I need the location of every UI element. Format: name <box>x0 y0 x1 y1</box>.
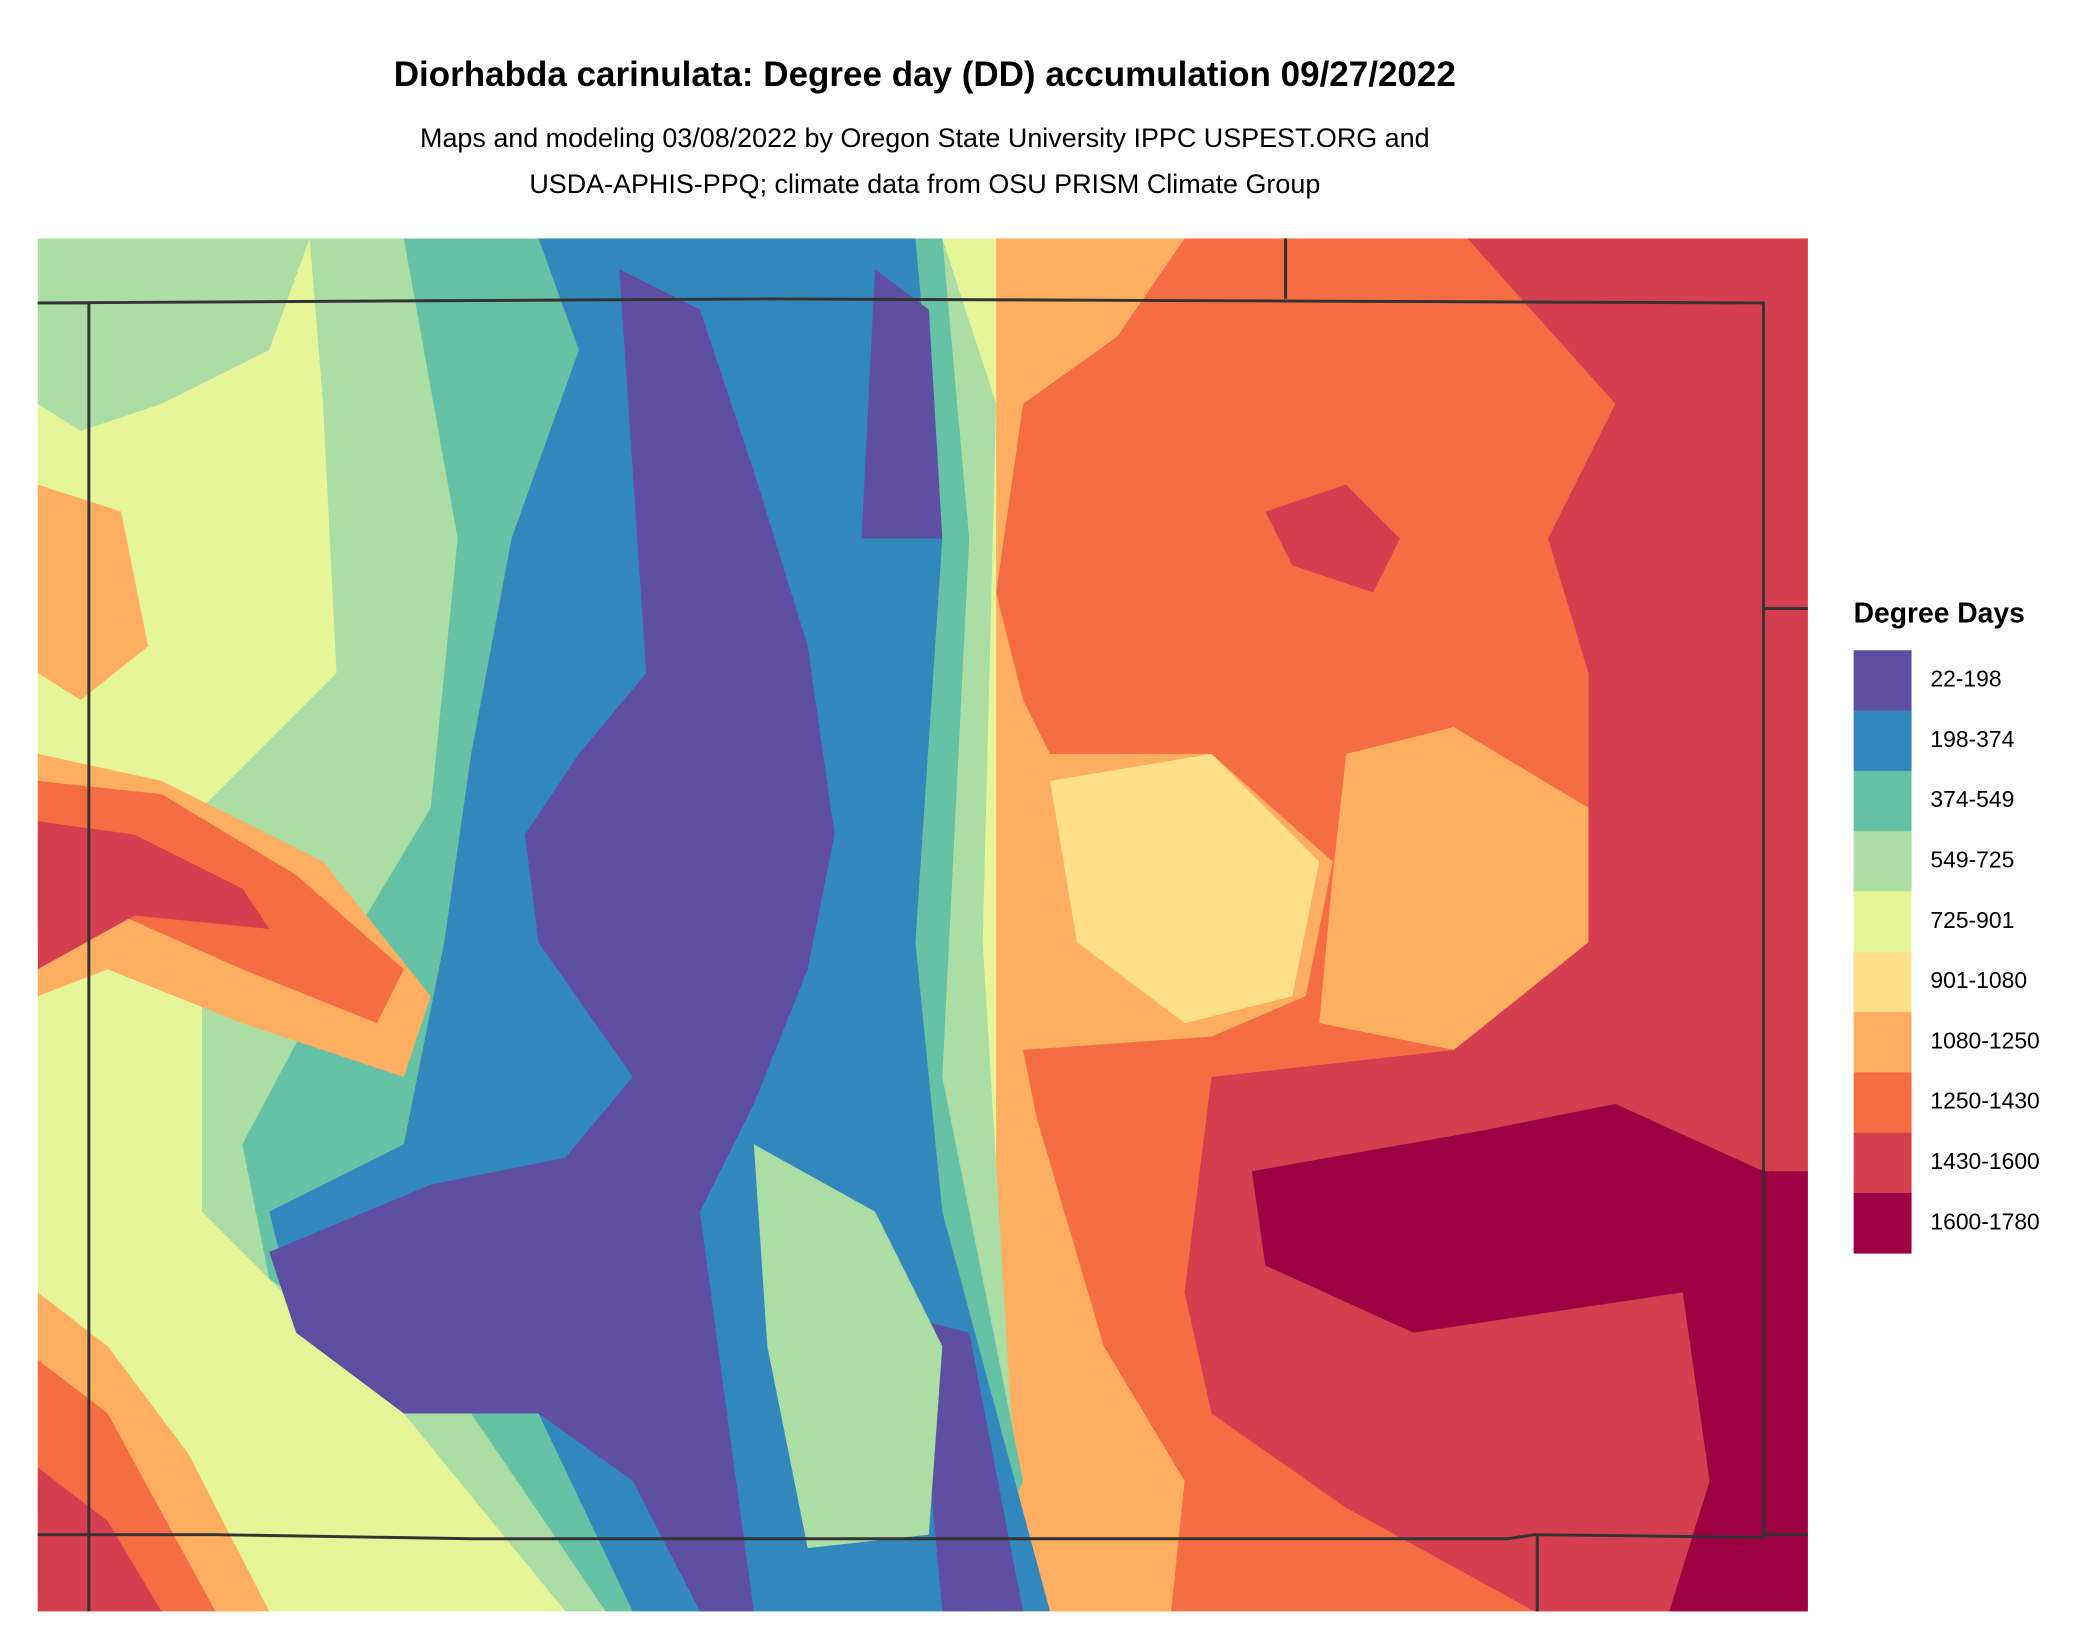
legend-swatch <box>1853 710 1912 772</box>
map-region <box>1251 1103 1808 1612</box>
map-title: Diorhabda carinulata: Degree day (DD) ac… <box>394 55 1456 94</box>
legend-swatch <box>1853 1132 1912 1194</box>
map-region <box>37 821 270 970</box>
legend-label: 374-549 <box>1930 786 2014 812</box>
state-border <box>37 297 1765 1541</box>
legend-swatch <box>1853 951 1912 1013</box>
map-region <box>753 1144 943 1549</box>
legend-swatch <box>1853 650 1912 711</box>
raster-map <box>37 238 1808 1612</box>
map-region <box>1265 484 1400 593</box>
map-region <box>37 1467 162 1612</box>
legend-swatch <box>1853 1072 1912 1133</box>
legend-swatch <box>1853 1012 1912 1073</box>
map-region <box>1050 753 1320 1024</box>
legend-swatch <box>1853 1193 1912 1254</box>
legend-label: 198-374 <box>1930 726 2014 752</box>
legend-title: Degree Days <box>1854 597 2025 629</box>
legend-label: 22-198 <box>1930 666 2001 692</box>
legend-swatch <box>1853 770 1912 832</box>
map-region <box>37 238 310 431</box>
legend-label: 901-1080 <box>1930 967 2027 993</box>
legend-label: 1080-1250 <box>1930 1027 2039 1053</box>
map-subtitle: USDA-APHIS-PPQ; climate data from OSU PR… <box>529 169 1320 199</box>
legend-label: 549-725 <box>1930 847 2014 873</box>
legend-label: 725-901 <box>1930 907 2014 933</box>
state-borders <box>37 238 1808 1612</box>
map-region <box>37 484 149 701</box>
legend: 22-198 198-374 374-549 549-725 725-901 901-10… <box>1853 650 2040 1254</box>
legend-swatch <box>1853 831 1912 892</box>
legend-swatch <box>1853 891 1912 953</box>
map-region <box>269 269 835 1612</box>
map-region <box>1319 726 1589 1051</box>
legend-label: 1600-1780 <box>1930 1208 2039 1234</box>
map-region <box>861 269 943 539</box>
map-subtitle: Maps and modeling 03/08/2022 by Oregon S… <box>420 123 1430 153</box>
legend-label: 1250-1430 <box>1930 1088 2039 1114</box>
legend-label: 1430-1600 <box>1930 1148 2039 1174</box>
